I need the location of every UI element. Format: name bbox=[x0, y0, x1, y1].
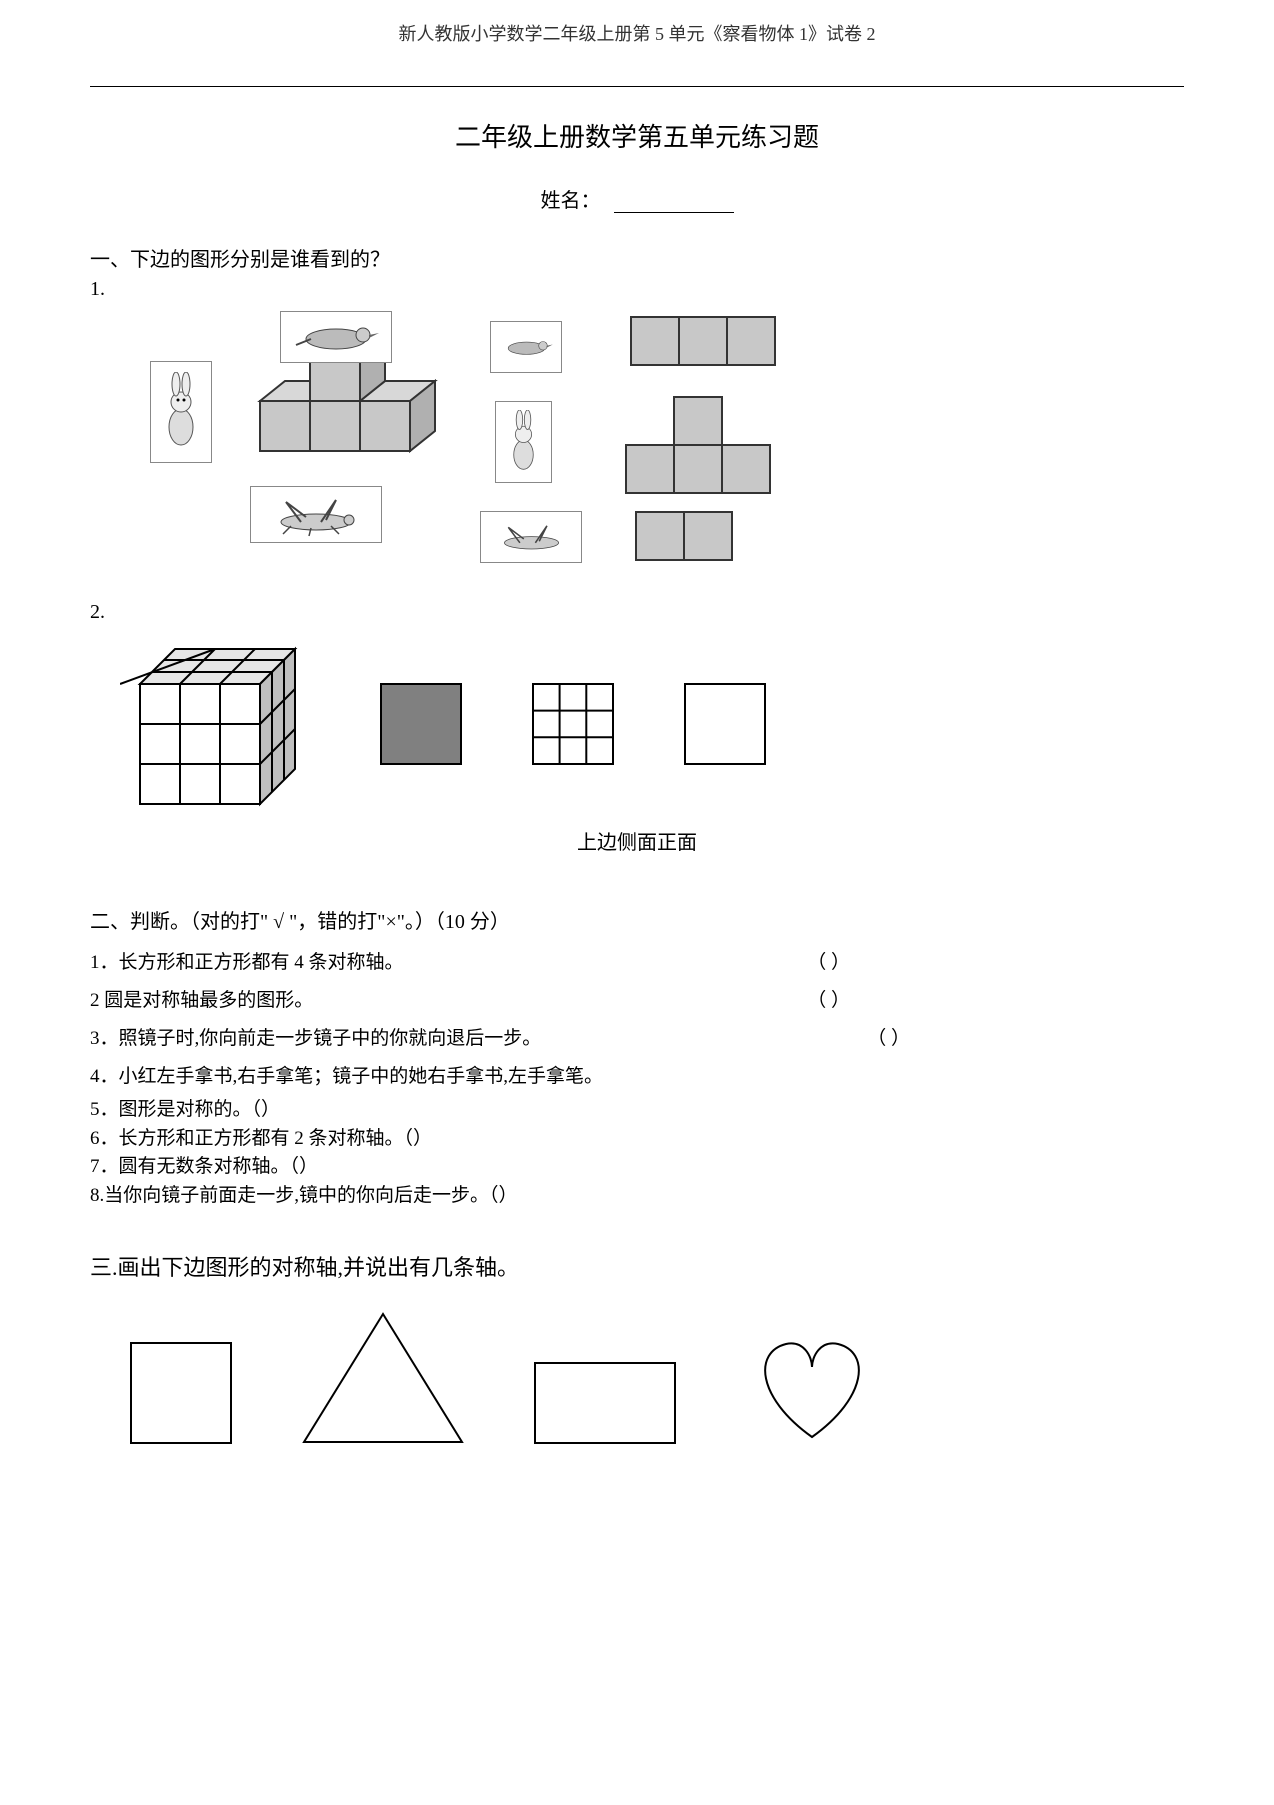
name-label: 姓名： bbox=[541, 190, 601, 212]
rabbit-icon-small bbox=[495, 401, 552, 483]
shape-rectangle bbox=[534, 1362, 676, 1444]
q1-view-bird bbox=[630, 316, 780, 371]
bird-icon-small bbox=[490, 321, 562, 373]
grasshopper-icon-small bbox=[480, 511, 582, 563]
section3-shapes bbox=[90, 1312, 1184, 1444]
judge-item-3: 3．照镜子时,你向前走一步镜子中的你就向退后一步。 （ ） bbox=[90, 1020, 910, 1058]
q2-label: 2. bbox=[90, 601, 1184, 624]
worksheet-page: 新人教版小学数学二年级上册第 5 单元《察看物体 1》试卷 2 二年级上册数学第… bbox=[0, 0, 1274, 1805]
rabbit-icon bbox=[150, 361, 212, 463]
shape-square bbox=[130, 1342, 232, 1444]
judge-text: 3．照镜子时,你向前走一步镜子中的你就向退后一步。 bbox=[90, 1020, 541, 1058]
judge-bracket[interactable]: （ ） bbox=[807, 982, 850, 1020]
section2-list: 1．长方形和正方形都有 4 条对称轴。 （ ） 2 圆是对称轴最多的图形。 （ … bbox=[90, 944, 1184, 1096]
section2-heading: 二、判断。（对的打" √ "，错的打"×"。）（10 分） bbox=[90, 905, 1184, 934]
q1-view-rabbit bbox=[625, 396, 780, 496]
bird-icon bbox=[280, 311, 392, 363]
q2-view-front bbox=[684, 683, 766, 765]
judge-item-1: 1．长方形和正方形都有 4 条对称轴。 （ ） bbox=[90, 944, 850, 982]
judge-item-7: 7．圆有无数条对称轴。（） bbox=[90, 1153, 1184, 1182]
q2-view-side bbox=[532, 683, 614, 765]
section2-tight-list: 5．图形是对称的。（） 6．长方形和正方形都有 2 条对称轴。（） 7．圆有无数… bbox=[90, 1096, 1184, 1210]
document-header: 新人教版小学数学二年级上册第 5 单元《察看物体 1》试卷 2 bbox=[90, 20, 1184, 46]
q1-figure-area bbox=[90, 311, 1184, 591]
judge-item-2: 2 圆是对称轴最多的图形。 （ ） bbox=[90, 982, 850, 1020]
judge-bracket[interactable]: （ ） bbox=[867, 1020, 910, 1058]
q1-label: 1. bbox=[90, 278, 1184, 301]
judge-item-6: 6．长方形和正方形都有 2 条对称轴。（） bbox=[90, 1125, 1184, 1154]
judge-item-4: 4．小红左手拿书,右手拿笔；镜子中的她右手拿书,左手拿笔。 bbox=[90, 1058, 1184, 1096]
judge-text: 2 圆是对称轴最多的图形。 bbox=[90, 982, 313, 1020]
q2-figure-area: 上边侧面正面 bbox=[90, 634, 1184, 855]
q2-views-label: 上边侧面正面 bbox=[90, 826, 1184, 855]
judge-text: 1．长方形和正方形都有 4 条对称轴。 bbox=[90, 944, 404, 982]
q2-3d-cube bbox=[120, 634, 310, 814]
section3-heading: 三.画出下边图形的对称轴,并说出有几条轴。 bbox=[90, 1250, 1184, 1282]
page-title: 二年级上册数学第五单元练习题 bbox=[90, 117, 1184, 154]
name-field-row: 姓名： bbox=[90, 184, 1184, 213]
section1-heading: 一、下边的图形分别是谁看到的？ bbox=[90, 243, 1184, 272]
divider bbox=[90, 86, 1184, 87]
grasshopper-icon bbox=[250, 486, 382, 543]
shape-triangle bbox=[302, 1312, 464, 1444]
judge-item-8: 8.当你向镜子前面走一步,镜中的你向后走一步。（） bbox=[90, 1182, 1184, 1211]
q1-view-grasshopper bbox=[635, 511, 740, 566]
judge-bracket[interactable]: （ ） bbox=[807, 944, 850, 982]
name-input-line[interactable] bbox=[614, 212, 734, 213]
q2-view-top bbox=[380, 683, 462, 765]
judge-item-5: 5．图形是对称的。（） bbox=[90, 1096, 1184, 1125]
shape-heart bbox=[746, 1332, 878, 1444]
